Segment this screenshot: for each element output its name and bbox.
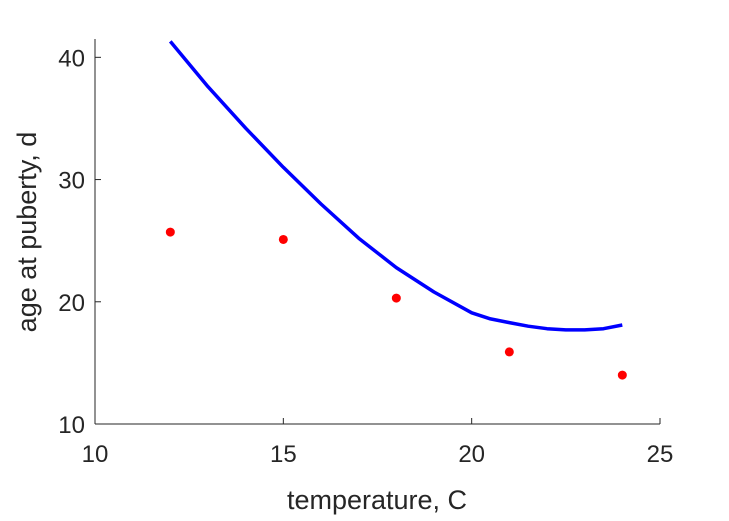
data-point (165, 227, 175, 237)
axes (94, 39, 660, 425)
y-tick-label: 30 (58, 168, 85, 195)
y-tick-label: 10 (58, 412, 85, 439)
y-axis-label: age at puberty, d (12, 132, 42, 333)
x-ticks: 10 15 20 25 (82, 418, 674, 468)
data-point (617, 370, 627, 380)
data-point (504, 347, 514, 357)
x-tick-label: 15 (270, 441, 297, 468)
x-tick-label: 25 (647, 441, 674, 468)
x-tick-label: 20 (458, 441, 485, 468)
data-point (391, 293, 401, 303)
x-axis-label: temperature, C (287, 485, 467, 515)
x-tick-label: 10 (82, 441, 109, 468)
y-tick-label: 40 (58, 45, 85, 72)
y-ticks: 10 20 30 40 (58, 45, 101, 439)
data-point (278, 234, 288, 244)
model-curve (168, 40, 623, 332)
y-tick-label: 20 (58, 290, 85, 317)
plot-area (165, 40, 627, 380)
